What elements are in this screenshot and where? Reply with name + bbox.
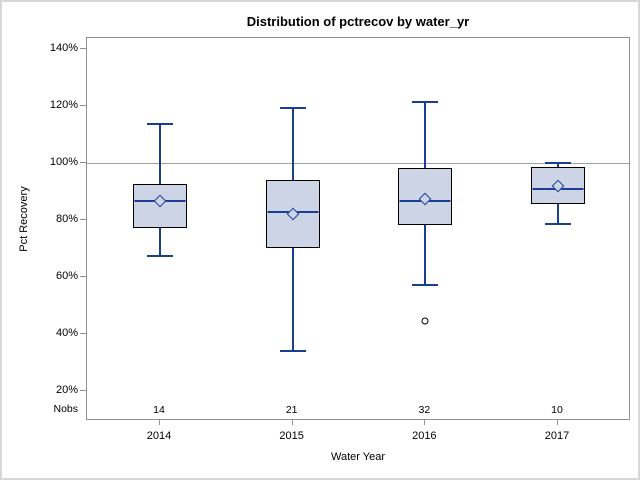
lower-whisker bbox=[291, 247, 294, 352]
y-tick-label: 80% bbox=[55, 213, 78, 225]
x-category-label: 2016 bbox=[412, 430, 437, 442]
upper-whisker-cap bbox=[147, 122, 173, 125]
nobs-value: 32 bbox=[418, 404, 431, 416]
x-category-label: 2014 bbox=[146, 430, 172, 442]
outlier-point bbox=[421, 317, 429, 325]
y-tick-mark bbox=[80, 333, 86, 334]
lower-whisker-cap bbox=[412, 283, 439, 286]
lower-whisker bbox=[424, 225, 427, 285]
chart-title: Distribution of pctrecov by water_yr bbox=[246, 14, 470, 29]
upper-whisker bbox=[159, 123, 161, 185]
y-tick-label: 120% bbox=[49, 99, 78, 111]
y-tick-label: 20% bbox=[55, 384, 78, 396]
y-tick-mark bbox=[80, 105, 86, 106]
x-category-label: 2017 bbox=[544, 430, 570, 442]
lower-whisker-cap bbox=[279, 350, 306, 353]
plot-area bbox=[86, 37, 630, 420]
upper-whisker-cap bbox=[545, 162, 571, 164]
nobs-row-label: Nobs bbox=[53, 403, 78, 415]
lower-whisker-cap bbox=[545, 222, 571, 225]
upper-whisker bbox=[424, 102, 427, 169]
x-tick-mark bbox=[159, 420, 160, 425]
x-tick-mark bbox=[424, 420, 426, 425]
nobs-value: 21 bbox=[285, 404, 298, 416]
y-tick-label: 140% bbox=[49, 42, 78, 54]
lower-whisker-cap bbox=[147, 254, 173, 257]
x-category-label: 2015 bbox=[279, 430, 304, 442]
upper-whisker-cap bbox=[279, 106, 306, 109]
x-axis-label: Water Year bbox=[330, 451, 385, 463]
upper-whisker bbox=[291, 107, 294, 180]
reference-line-100pct bbox=[87, 163, 629, 164]
y-tick-label: 40% bbox=[55, 327, 78, 339]
y-tick-mark bbox=[80, 276, 86, 277]
lower-whisker bbox=[557, 204, 559, 224]
y-tick-mark bbox=[80, 162, 86, 163]
upper-whisker-cap bbox=[412, 101, 439, 103]
nobs-value: 10 bbox=[551, 404, 563, 416]
x-tick-mark bbox=[291, 420, 293, 425]
y-tick-label: 100% bbox=[49, 156, 78, 168]
y-tick-mark bbox=[80, 390, 86, 391]
nobs-value: 14 bbox=[153, 404, 165, 416]
y-tick-label: 60% bbox=[55, 270, 78, 282]
lower-whisker bbox=[159, 227, 161, 256]
upper-whisker bbox=[557, 163, 559, 167]
y-tick-mark bbox=[80, 48, 86, 49]
x-tick-mark bbox=[557, 420, 558, 425]
y-tick-mark bbox=[80, 219, 86, 220]
